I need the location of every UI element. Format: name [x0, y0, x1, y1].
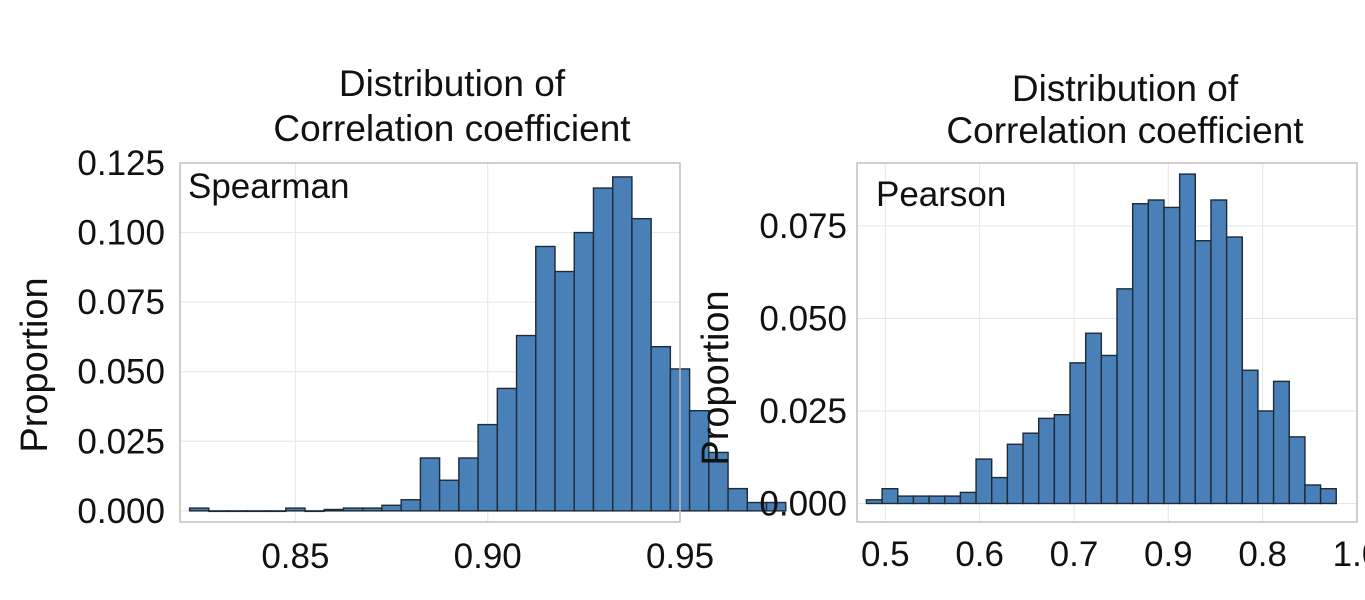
histogram-bar: [1272, 380, 1290, 505]
histogram-bar: [554, 270, 575, 512]
method-annotation: Pearson: [876, 175, 1006, 214]
histogram-bar: [1163, 206, 1181, 505]
y-tick-label: 0.025: [77, 422, 165, 461]
histogram-bar: [1053, 413, 1071, 505]
y-tick-label: 0.050: [759, 299, 847, 338]
histogram-bar: [381, 504, 402, 512]
histogram-bar: [304, 510, 325, 513]
histogram-bar: [496, 387, 518, 512]
y-tick-label: 0.075: [77, 283, 165, 322]
y-tick-label: 0.000: [759, 484, 847, 523]
histogram-bar: [1288, 436, 1306, 505]
histogram-bar: [765, 501, 787, 512]
x-tick-label: 0.6: [955, 535, 1004, 574]
histogram-bar: [419, 457, 441, 512]
histogram-bar: [928, 495, 946, 505]
y-axis-label: Proportion: [695, 290, 737, 465]
histogram-bar: [975, 458, 993, 505]
x-tick-label: 0.90: [454, 537, 522, 576]
chart-title-line-2: Correlation coefficient: [946, 110, 1304, 151]
x-tick-label: 1.0: [1333, 535, 1365, 574]
histogram-bar: [1210, 199, 1228, 505]
method-annotation: Spearman: [188, 167, 349, 206]
chart-title-line-1: Distribution of: [339, 63, 566, 104]
y-axis-label: Proportion: [14, 277, 56, 452]
histogram-bar: [323, 508, 345, 512]
histogram-bar: [1084, 332, 1103, 505]
y-tick-label: 0.075: [759, 207, 847, 246]
histogram-bar: [1257, 410, 1275, 505]
histogram-bar: [361, 507, 383, 512]
histogram-bar: [631, 217, 652, 512]
histogram-bar: [611, 176, 633, 512]
histogram-bar: [991, 476, 1009, 505]
x-tick-label: 0.9: [1144, 535, 1193, 574]
histogram-bar: [458, 457, 479, 512]
y-tick-label: 0.050: [77, 353, 165, 392]
x-tick-label: 0.7: [1050, 535, 1099, 574]
histogram-bar: [708, 451, 729, 512]
y-tick-label: 0.125: [77, 144, 165, 183]
histogram-bar: [912, 495, 930, 505]
histogram-bar: [227, 510, 249, 513]
plot-frame: [179, 162, 681, 523]
histogram-bar: [1147, 199, 1165, 505]
plot-area: 0.000 0.025 0.050 0.075 0.100 0.125 0.85 0.90 0.…: [77, 144, 787, 576]
histogram-bar: [188, 507, 210, 512]
histogram-bar: [650, 345, 672, 512]
histogram-bar: [400, 499, 422, 512]
histogram-bar: [1131, 203, 1150, 505]
histogram-bar: [897, 495, 915, 505]
histogram-bar: [1116, 288, 1134, 505]
histogram-bar: [1022, 432, 1040, 505]
histogram-bar: [944, 495, 962, 505]
histogram-bar: [1319, 487, 1337, 505]
histogram-bar: [1194, 240, 1212, 505]
chart-title-line-1: Distribution of: [1012, 68, 1239, 109]
spearman-chart: Distribution of Correlation coefficient …: [14, 63, 787, 576]
histogram-bar: [1225, 236, 1243, 505]
x-tick-label: 0.8: [1238, 535, 1287, 574]
histogram-bar: [727, 487, 749, 512]
y-tick-label: 0.100: [77, 214, 165, 253]
histogram-bar: [573, 231, 595, 512]
histogram-bar: [208, 510, 229, 513]
pearson-chart: Distribution of Correlation coefficient …: [695, 68, 1365, 574]
histogram-bar: [246, 510, 268, 513]
histogram-bar: [1241, 369, 1259, 505]
histogram-bar: [1006, 443, 1024, 505]
y-tick-label: 0.000: [77, 492, 165, 531]
histogram-bar: [265, 510, 287, 513]
histogram-bar: [1037, 417, 1056, 505]
histogram-bar: [438, 479, 460, 512]
histogram-bar: [1069, 362, 1087, 505]
histogram-bar: [1100, 354, 1118, 505]
histogram-bar: [535, 245, 556, 512]
histogram-bar: [515, 334, 537, 512]
histogram-bar: [865, 499, 883, 505]
plot-area: 0.000 0.025 0.050 0.075 0.5 0.6 0.7 0.9 0.8 1.0: [759, 162, 1365, 574]
histogram-bar: [881, 487, 899, 505]
histogram-bar: [1178, 173, 1197, 505]
histogram-bar: [342, 507, 364, 512]
plot-frame: [856, 162, 1358, 523]
y-tick-label: 0.025: [759, 392, 847, 431]
x-tick-label: 0.85: [261, 537, 329, 576]
histogram-bar: [1304, 484, 1322, 505]
histogram-bar: [592, 187, 614, 512]
histogram-bar: [477, 423, 499, 512]
x-tick-label: 0.5: [861, 535, 910, 574]
histogram-bar: [959, 491, 977, 505]
chart-title-line-2: Correlation coefficient: [273, 108, 631, 149]
x-tick-label: 0.95: [646, 537, 714, 576]
histogram-bar: [285, 507, 306, 512]
